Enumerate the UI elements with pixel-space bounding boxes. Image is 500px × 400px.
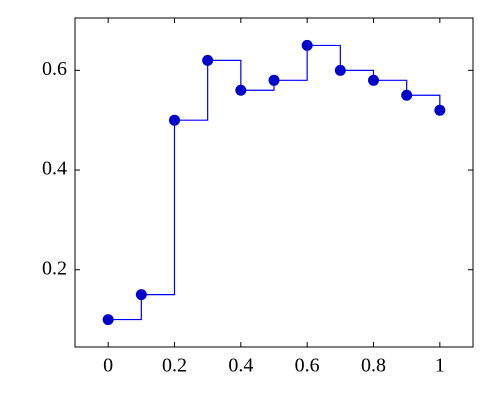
data-point [235,84,247,96]
data-point [301,39,313,51]
data-point [169,114,180,126]
x-tick-label: 0.4 [228,355,253,377]
data-point [401,89,413,101]
data-point [202,54,214,66]
axis-frame [74,17,474,348]
data-point [268,74,280,86]
data-point [434,104,446,116]
data-point [368,74,379,86]
data-point [102,314,114,326]
x-tick-label: 0.6 [295,355,320,377]
y-tick-label: 0.2 [42,257,67,279]
data-point [135,289,147,301]
x-tick-label: 0 [103,355,113,377]
x-tick-label: 0.8 [361,355,386,377]
data-point [334,64,346,76]
x-tick-label: 1 [435,355,445,377]
step-line [108,44,441,321]
x-tick-label: 0.2 [162,355,187,377]
y-tick-label: 0.6 [42,58,67,80]
y-tick-label: 0.4 [42,158,67,180]
